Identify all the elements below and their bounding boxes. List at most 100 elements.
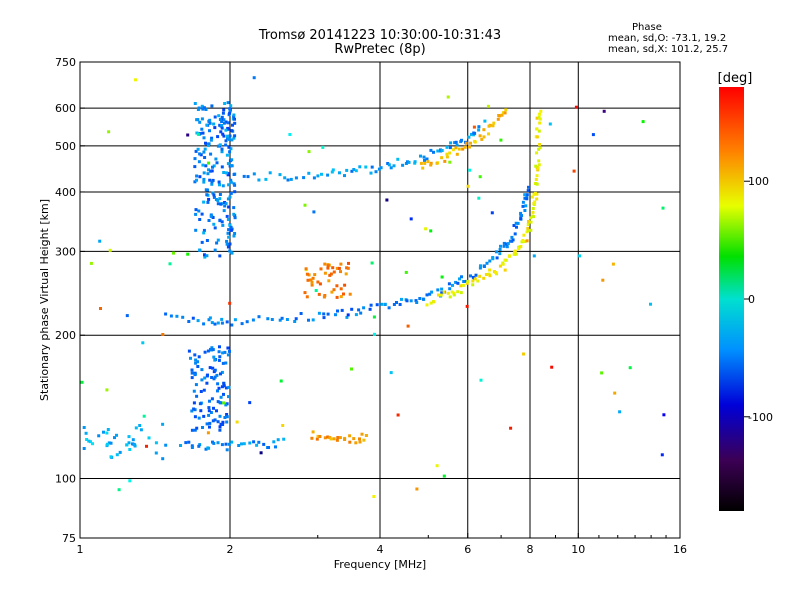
echo-point <box>168 262 172 266</box>
echo-point <box>193 157 197 161</box>
echo-point <box>210 346 214 350</box>
echo-point <box>198 120 202 124</box>
echo-point <box>395 301 398 304</box>
echo-point <box>519 217 523 221</box>
echo-point <box>336 309 339 313</box>
echo-point <box>532 203 536 206</box>
echo-point <box>213 375 217 379</box>
echo-point <box>470 132 473 136</box>
echo-point <box>319 267 323 271</box>
echo-point <box>535 174 539 178</box>
echo-point <box>522 352 525 356</box>
echo-point <box>421 166 425 170</box>
echo-point <box>201 131 205 135</box>
echo-point <box>252 76 256 80</box>
echo-point <box>227 183 231 187</box>
phase-stats-o: mean, sd,O: -73.1, 19.2 <box>608 33 727 44</box>
echo-point <box>370 165 374 169</box>
echo-point <box>222 121 226 125</box>
echo-point <box>187 320 191 323</box>
echo-point <box>206 431 210 435</box>
echo-point <box>212 164 216 168</box>
echo-point <box>339 287 343 291</box>
echo-point <box>293 320 297 323</box>
echo-point <box>339 295 343 299</box>
echo-point <box>572 169 576 173</box>
echo-point <box>316 434 320 438</box>
echo-point <box>205 239 209 242</box>
echo-point <box>222 118 226 122</box>
echo-point <box>535 135 539 139</box>
echo-point <box>432 150 435 154</box>
echo-point <box>370 261 374 265</box>
echo-point <box>222 134 226 138</box>
echo-point <box>207 161 211 165</box>
echo-point <box>409 217 413 221</box>
echo-point <box>202 231 206 235</box>
echo-point <box>523 196 527 200</box>
echo-point <box>212 122 216 126</box>
echo-point <box>225 320 229 324</box>
echo-point <box>218 118 222 121</box>
echo-point <box>527 220 530 223</box>
echo-point <box>535 116 539 120</box>
echo-point <box>89 440 92 444</box>
echo-point <box>220 443 224 447</box>
echo-point <box>202 177 206 181</box>
echo-point <box>87 439 91 443</box>
echo-point <box>307 150 311 154</box>
echo-point <box>524 204 528 208</box>
echo-point <box>215 373 219 377</box>
echo-point <box>346 313 350 317</box>
echo-point <box>220 126 224 130</box>
echo-point <box>197 209 201 213</box>
echo-point <box>209 152 213 156</box>
echo-point <box>448 160 452 164</box>
echo-point <box>515 225 518 229</box>
echo-point <box>280 316 284 320</box>
echo-point <box>661 206 665 210</box>
echo-point <box>526 226 530 230</box>
echo-point <box>460 275 463 279</box>
echo-point <box>216 144 220 148</box>
echo-point <box>335 295 339 299</box>
echo-point <box>345 315 349 319</box>
echo-point <box>488 268 492 272</box>
echo-point <box>429 148 433 152</box>
echo-point <box>205 123 209 127</box>
echo-point <box>514 252 518 256</box>
echo-point <box>212 377 216 381</box>
echo-point <box>127 441 131 445</box>
echo-point <box>221 423 225 426</box>
echo-point <box>459 291 463 295</box>
echo-point <box>425 157 429 161</box>
echo-point <box>198 248 202 252</box>
echo-point <box>529 216 533 220</box>
echo-point <box>282 437 286 441</box>
echo-point <box>128 479 132 483</box>
echo-point <box>451 148 455 152</box>
echo-point <box>507 254 511 258</box>
echo-point <box>208 366 212 370</box>
colorbar <box>719 87 744 511</box>
echo-point <box>461 283 465 287</box>
echo-point <box>196 319 200 323</box>
echo-point <box>228 109 232 113</box>
echo-point <box>194 361 198 365</box>
echo-point <box>315 437 319 441</box>
echo-point <box>326 266 330 270</box>
echo-point <box>195 178 198 182</box>
y-tick-label: 200 <box>55 329 76 342</box>
echo-point <box>193 165 197 169</box>
echo-point <box>219 130 223 134</box>
grid-lines <box>80 62 680 538</box>
echo-point <box>133 443 137 447</box>
echo-point <box>448 146 452 150</box>
echo-point <box>512 252 516 256</box>
echo-point <box>217 350 221 354</box>
echo-point <box>221 420 225 424</box>
echo-point <box>358 440 362 444</box>
echo-point <box>218 345 221 349</box>
echo-point <box>222 171 226 174</box>
echo-point <box>208 421 212 425</box>
